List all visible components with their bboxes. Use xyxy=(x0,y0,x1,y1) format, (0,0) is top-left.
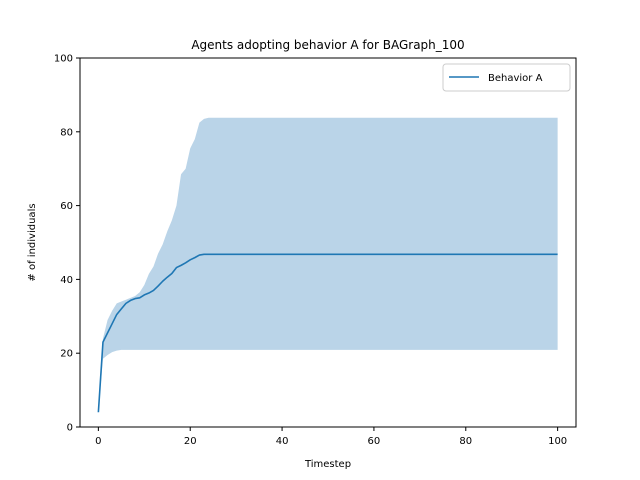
y-tick-label: 80 xyxy=(60,127,73,138)
x-tick-label: 80 xyxy=(459,436,472,447)
y-axis-ticks: 0 20 40 60 80 100 xyxy=(54,54,80,434)
y-tick-label: 100 xyxy=(54,54,73,65)
y-tick-label: 60 xyxy=(60,201,73,212)
y-tick-label: 20 xyxy=(60,349,73,360)
x-tick-label: 40 xyxy=(276,436,289,447)
x-tick-label: 60 xyxy=(368,436,381,447)
confidence-band-layer xyxy=(98,117,558,413)
y-axis-label: # of individuals xyxy=(27,203,38,281)
chart-title: Agents adopting behavior A for BAGraph_1… xyxy=(191,38,464,52)
x-tick-label: 0 xyxy=(95,436,101,447)
y-tick-label: 40 xyxy=(60,275,73,286)
x-axis-label: Timestep xyxy=(304,459,351,470)
series-line-layer xyxy=(97,253,558,413)
plot-frame xyxy=(79,57,577,428)
x-tick-label: 100 xyxy=(548,436,567,447)
series-line-behavior-a xyxy=(97,253,558,413)
legend-box xyxy=(442,63,571,92)
x-tick-label: 20 xyxy=(184,436,197,447)
x-axis-ticks: 0 20 40 60 80 100 xyxy=(95,427,567,447)
legend-label-behavior-a: Behavior A xyxy=(488,73,543,84)
confidence-band-behavior-a xyxy=(98,117,558,413)
legend: Behavior A xyxy=(442,63,571,92)
y-tick-label: 0 xyxy=(67,423,73,434)
